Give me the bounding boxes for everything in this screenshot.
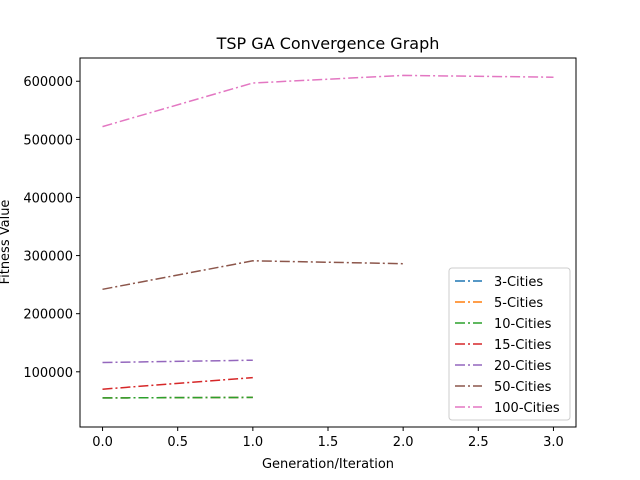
series-layer (102, 74, 554, 399)
legend-label: 3-Cities (494, 275, 543, 290)
series-line-6 (102, 260, 404, 291)
legend-label: 20-Cities (494, 359, 552, 374)
x-axis-label: Generation/Iteration (262, 457, 394, 472)
series-line-5 (102, 359, 253, 364)
x-tick-label: 3.0 (543, 435, 564, 450)
legend-label: 50-Cities (494, 380, 552, 395)
y-tick-label: 400000 (23, 191, 73, 206)
x-tick-label: 1.0 (243, 435, 264, 450)
x-tick-label: 0.0 (92, 435, 113, 450)
legend-label: 5-Cities (494, 296, 543, 311)
legend-label: 15-Cities (494, 338, 552, 353)
x-tick-label: 1.5 (318, 435, 339, 450)
chart-title: TSP GA Convergence Graph (216, 34, 440, 53)
y-tick-label: 300000 (23, 250, 73, 265)
y-tick-label: 100000 (23, 366, 73, 381)
legend-entries: 3-Cities 5-Cities 10-Cities 15-Cities 20-Cit… (455, 275, 560, 416)
legend-label: 10-Cities (494, 317, 552, 332)
y-tick-label: 500000 (23, 133, 73, 148)
x-axis-ticks: 0.0 0.5 1.0 1.5 2.0 2.5 3.0 (92, 427, 564, 450)
legend: 3-Cities 5-Cities 10-Cities 15-Cities 20-Cit… (448, 267, 571, 421)
y-axis-label: Fitness Value (0, 200, 13, 285)
x-tick-label: 0.5 (167, 435, 188, 450)
x-tick-label: 2.0 (393, 435, 414, 450)
legend-box (448, 267, 571, 421)
legend-label: 100-Cities (494, 401, 560, 416)
series-line-3 (102, 396, 253, 399)
x-tick-label: 2.5 (468, 435, 489, 450)
series-line-7 (102, 74, 554, 128)
y-axis-ticks: 100000 200000 300000 400000 500000 600000 (23, 75, 80, 381)
y-tick-label: 200000 (23, 308, 73, 323)
y-tick-label: 600000 (23, 75, 73, 90)
series-line-4 (102, 376, 253, 390)
plot-area-frame (79, 57, 577, 428)
